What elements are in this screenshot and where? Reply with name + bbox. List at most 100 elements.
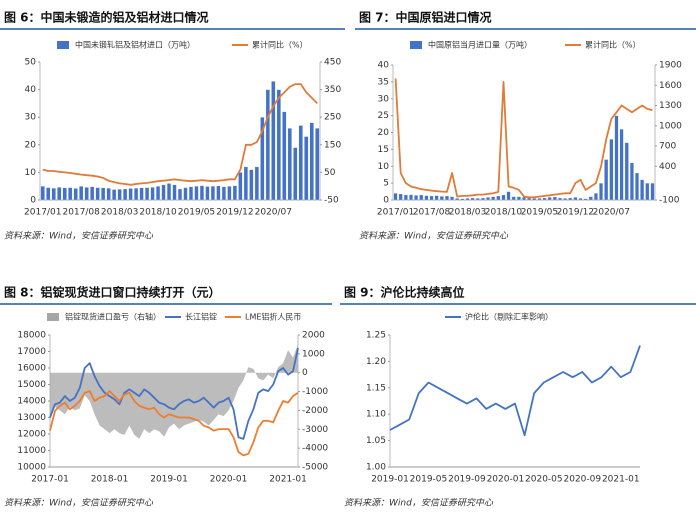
x-tick-label: 2020-01	[487, 475, 525, 485]
y-tick-label: 15	[378, 145, 389, 155]
bar	[293, 147, 298, 201]
y-tick-label: 50	[25, 58, 37, 68]
chart-title: 图 8：铝锭现货进口窗口持续打开（元）	[4, 285, 221, 300]
x-tick-label: 2021-01	[269, 475, 307, 485]
y-tick-label: 1.25	[366, 331, 386, 341]
bar	[238, 172, 243, 201]
y2-tick-label: 250	[324, 113, 341, 123]
y2-tick-label: -100	[659, 196, 680, 206]
y-tick-label: 1.20	[366, 357, 386, 367]
bar	[172, 184, 177, 201]
y-tick-label: 40	[25, 85, 37, 95]
bar	[112, 189, 117, 201]
y2-tick-label: -1000	[302, 387, 328, 397]
bar	[90, 186, 95, 201]
series-line	[49, 348, 299, 440]
x-tick-label: 2017-01	[31, 475, 69, 485]
source-note: 资料来源：Wind，安信证券研究中心	[4, 231, 154, 242]
bar	[155, 186, 161, 201]
bar	[444, 195, 449, 201]
bar	[79, 186, 84, 201]
bar	[51, 187, 56, 201]
bar	[282, 111, 287, 201]
y-tick-label: 40	[378, 61, 390, 71]
bar	[210, 186, 216, 201]
y2-tick-label: 1000	[302, 349, 325, 359]
bar	[480, 197, 485, 201]
y2-tick-label: 50	[324, 168, 336, 178]
x-tick-label: 2020/07	[593, 208, 630, 218]
y2-tick-label: -4000	[302, 444, 328, 454]
bar	[465, 198, 470, 201]
bar	[95, 187, 100, 201]
bar	[309, 122, 314, 201]
bar	[46, 187, 51, 201]
bar	[123, 188, 128, 201]
bar	[558, 197, 562, 201]
y-tick-label: 5	[383, 179, 389, 189]
bar	[393, 193, 398, 201]
series-line	[42, 83, 318, 186]
y-tick-label: 17000	[17, 347, 46, 357]
bar	[287, 128, 292, 201]
bar	[271, 81, 276, 201]
y2-tick-label: -50	[324, 196, 339, 206]
y-tick-label: 25	[378, 111, 389, 121]
bar	[599, 182, 604, 201]
bar	[304, 136, 309, 201]
x-tick-label: 2019-01	[150, 475, 188, 485]
legend-label: 沪伦比（剔除汇率影响）	[465, 312, 553, 322]
x-tick-label: 2020-09	[564, 475, 602, 485]
bar	[439, 196, 444, 201]
bar	[227, 186, 232, 201]
chart-title: 图 9：沪伦比持续高位	[344, 285, 465, 300]
y-tick-label: 1.15	[366, 383, 386, 393]
y-tick-label: 11000	[17, 446, 46, 456]
bar	[188, 186, 194, 201]
legend-label: 中国原铝当月进口量（万吨）	[428, 40, 532, 50]
bar	[150, 187, 155, 201]
bar	[434, 195, 439, 201]
bar	[221, 186, 226, 201]
bar	[491, 196, 496, 201]
y2-tick-label: 350	[324, 85, 341, 95]
bar	[522, 197, 526, 201]
series-line	[389, 345, 641, 437]
bar	[298, 125, 303, 201]
y-tick-label: 14000	[17, 397, 46, 407]
bar	[547, 197, 552, 201]
x-tick-label: 2019-01	[371, 475, 409, 485]
bar	[501, 194, 506, 201]
y2-tick-label: 700	[659, 142, 676, 152]
bar	[101, 187, 106, 201]
series-line	[49, 390, 299, 457]
bar	[511, 196, 516, 201]
y-tick-label: 12000	[17, 430, 46, 440]
bar	[640, 179, 645, 201]
bar	[265, 89, 270, 201]
bar	[161, 184, 166, 201]
y-tick-label: 35	[378, 77, 389, 87]
source-note: 资料来源：Wind，安信证券研究中心	[344, 498, 494, 509]
bar	[183, 187, 188, 201]
bar	[106, 187, 111, 201]
legend-swatch	[410, 41, 422, 49]
bar	[84, 187, 89, 201]
y2-tick-label: 400	[659, 162, 676, 172]
y-tick-label: 13000	[17, 413, 46, 423]
bar	[475, 198, 480, 201]
bar	[552, 196, 557, 201]
bar	[486, 197, 490, 201]
y2-tick-label: 0	[302, 368, 308, 378]
bar	[624, 142, 629, 201]
y2-tick-label: 1000	[659, 121, 682, 131]
bar	[645, 182, 650, 201]
legend-label: 累计同比（%）	[585, 40, 641, 50]
chart-title: 图 7：中国原铝进口情况	[359, 10, 492, 25]
x-tick-label: 2018/10	[139, 208, 177, 218]
bar	[470, 197, 475, 201]
x-tick-label: 2019-09	[448, 475, 486, 485]
y-tick-label: 1.05	[366, 436, 386, 446]
legend-label: 中国未锻轧铝及铝材进口（万吨）	[75, 40, 195, 50]
